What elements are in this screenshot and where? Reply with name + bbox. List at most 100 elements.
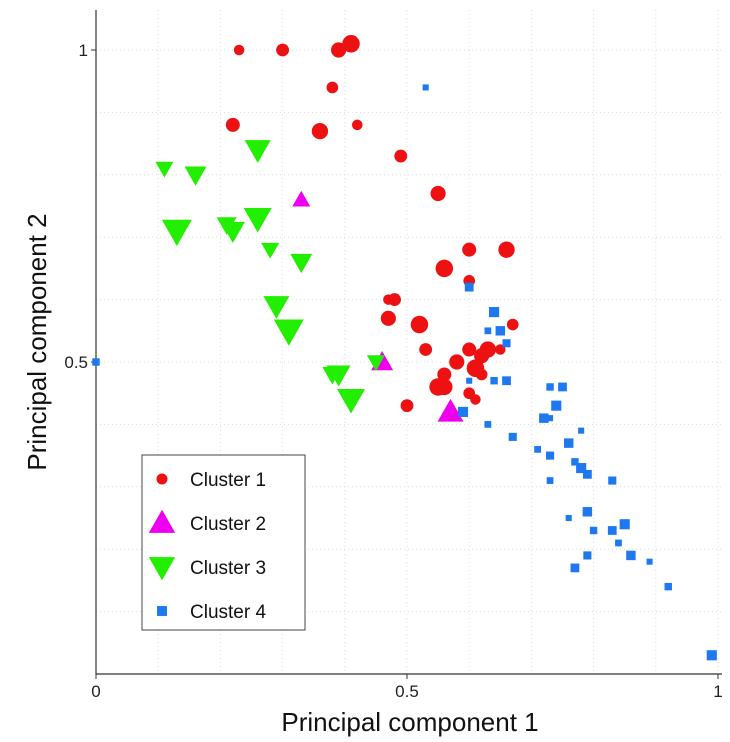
data-point-cluster-1 xyxy=(342,35,360,53)
data-point-cluster-1 xyxy=(233,44,245,56)
data-point-cluster-4 xyxy=(484,327,492,335)
data-point-cluster-3 xyxy=(337,388,366,414)
data-point-cluster-1 xyxy=(498,241,515,258)
legend: Cluster 1 Cluster 2 Cluster 3 Cluster 4 xyxy=(141,454,306,631)
data-point-cluster-4 xyxy=(563,438,574,448)
data-point-cluster-3 xyxy=(155,161,174,178)
data-point-cluster-4 xyxy=(539,413,549,423)
data-point-cluster-1 xyxy=(430,185,446,202)
data-point-cluster-4 xyxy=(706,650,717,661)
data-point-cluster-1 xyxy=(462,242,477,257)
data-point-cluster-4 xyxy=(495,326,506,336)
legend-marker-cluster-1 xyxy=(156,473,168,485)
data-point-cluster-4 xyxy=(576,463,587,474)
legend-label-cluster-3: Cluster 3 xyxy=(190,558,266,579)
data-point-cluster-3 xyxy=(273,319,304,346)
data-point-cluster-4 xyxy=(571,458,579,466)
data-point-cluster-1 xyxy=(463,387,476,400)
data-point-cluster-4 xyxy=(583,551,592,560)
data-point-cluster-1 xyxy=(435,259,454,278)
data-point-cluster-1 xyxy=(276,43,290,57)
data-point-cluster-1 xyxy=(437,367,452,382)
legend-label-cluster-4: Cluster 4 xyxy=(190,602,266,623)
data-point-cluster-1 xyxy=(225,117,240,132)
legend-box xyxy=(141,454,306,631)
data-point-cluster-1 xyxy=(506,318,519,331)
data-point-cluster-4 xyxy=(502,339,511,348)
data-point-cluster-4 xyxy=(619,519,630,530)
data-point-cluster-4 xyxy=(489,307,500,318)
data-point-cluster-1 xyxy=(351,119,363,131)
x-tick-label: 1 xyxy=(713,682,722,701)
x-tick-label: 0.5 xyxy=(395,682,419,701)
data-point-cluster-4 xyxy=(457,406,469,417)
data-point-cluster-4 xyxy=(582,507,593,517)
data-point-cluster-1 xyxy=(475,368,488,381)
x-tick-label: 0 xyxy=(91,682,100,701)
data-point-cluster-3 xyxy=(261,242,280,259)
data-point-cluster-1 xyxy=(388,293,401,307)
data-point-cluster-3 xyxy=(184,166,207,186)
data-point-cluster-4 xyxy=(546,451,555,460)
legend-marker-cluster-3 xyxy=(148,557,176,581)
legend-label-cluster-1: Cluster 1 xyxy=(190,470,266,491)
data-points xyxy=(92,35,717,661)
data-point-cluster-4 xyxy=(484,421,492,428)
data-point-cluster-4 xyxy=(646,558,653,565)
data-point-cluster-3 xyxy=(366,355,385,371)
data-point-cluster-4 xyxy=(490,377,498,385)
data-point-cluster-4 xyxy=(502,376,511,386)
data-point-cluster-3 xyxy=(263,296,290,319)
data-point-cluster-1 xyxy=(394,149,408,163)
y-tick-label: 1 xyxy=(79,41,88,60)
data-point-cluster-4 xyxy=(582,469,592,479)
data-point-cluster-3 xyxy=(244,140,271,163)
tick-labels: 0 0.5 1 0.5 1 xyxy=(64,41,722,701)
data-point-cluster-4 xyxy=(551,400,562,411)
data-point-cluster-2 xyxy=(437,398,464,422)
data-point-cluster-4 xyxy=(615,539,622,547)
data-point-cluster-1 xyxy=(474,348,490,364)
data-point-cluster-4 xyxy=(626,550,636,561)
series-cluster-4 xyxy=(92,84,717,661)
data-point-cluster-4 xyxy=(466,377,473,384)
data-point-cluster-1 xyxy=(462,342,477,357)
x-axis-title: Principal component 1 xyxy=(281,707,538,737)
data-point-cluster-4 xyxy=(558,382,567,392)
data-point-cluster-4 xyxy=(565,514,572,522)
data-point-cluster-1 xyxy=(419,343,433,356)
data-point-cluster-3 xyxy=(326,365,351,387)
data-point-cluster-4 xyxy=(547,415,554,422)
series-cluster-3 xyxy=(155,140,385,414)
y-axis-title: Principal component 2 xyxy=(22,213,52,470)
data-point-cluster-4 xyxy=(534,445,541,453)
data-point-cluster-4 xyxy=(422,84,429,91)
data-point-cluster-4 xyxy=(464,282,474,292)
data-point-cluster-1 xyxy=(311,122,329,140)
legend-label-cluster-2: Cluster 2 xyxy=(190,514,266,535)
data-point-cluster-4 xyxy=(546,383,554,391)
series-cluster-1 xyxy=(225,35,519,413)
data-point-cluster-1 xyxy=(410,315,429,334)
data-point-cluster-3 xyxy=(290,253,313,274)
axes xyxy=(95,10,722,675)
data-point-cluster-1 xyxy=(449,354,465,370)
data-point-cluster-4 xyxy=(578,427,585,434)
data-point-cluster-3 xyxy=(161,219,192,246)
data-point-cluster-1 xyxy=(326,81,339,94)
data-point-cluster-1 xyxy=(429,378,447,396)
data-point-cluster-1 xyxy=(400,399,414,413)
grid xyxy=(96,10,722,674)
data-point-cluster-1 xyxy=(330,42,347,58)
data-point-cluster-4 xyxy=(570,563,580,573)
y-tick-label: 0.5 xyxy=(64,353,88,372)
data-point-cluster-3 xyxy=(243,207,272,233)
data-point-cluster-2 xyxy=(292,190,311,207)
data-point-cluster-1 xyxy=(380,310,396,326)
data-point-cluster-4 xyxy=(664,582,672,591)
data-point-cluster-4 xyxy=(608,476,617,485)
data-point-cluster-4 xyxy=(546,477,554,484)
data-point-cluster-3 xyxy=(220,221,245,243)
data-point-cluster-4 xyxy=(92,358,100,366)
